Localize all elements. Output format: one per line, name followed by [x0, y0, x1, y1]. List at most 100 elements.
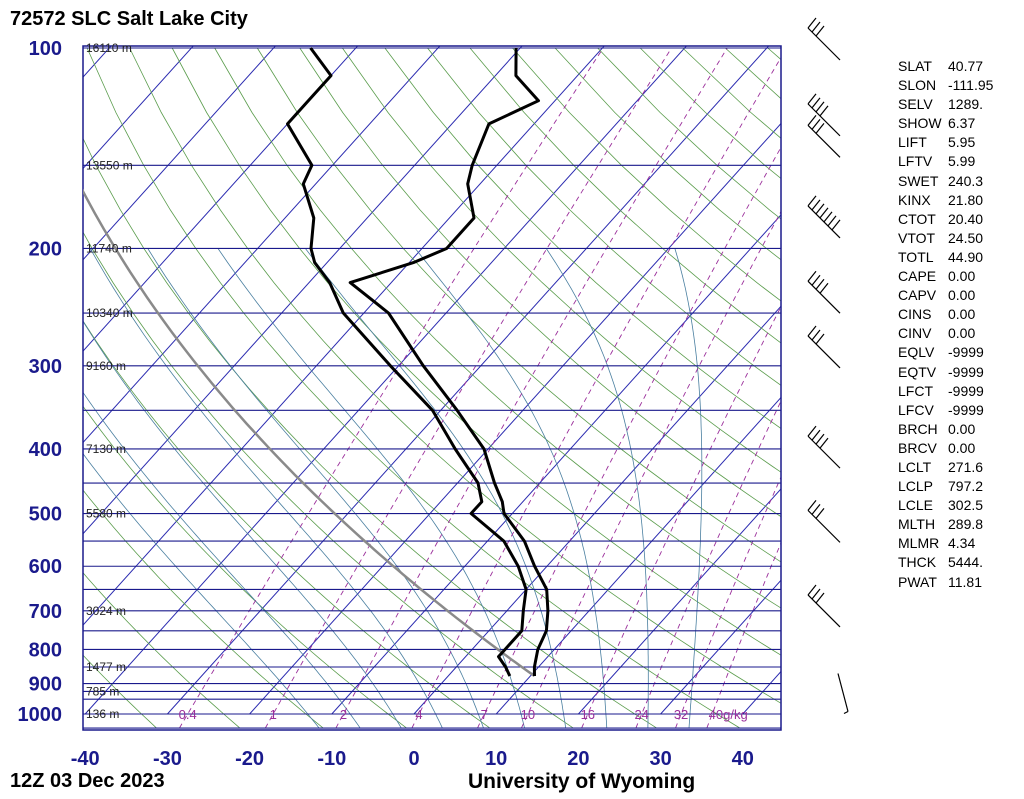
mixing-ratio-line [264, 47, 672, 729]
isotherm-line [83, 46, 277, 261]
dry-adiabat-line [83, 654, 157, 729]
barb-feather [815, 25, 825, 37]
index-key: CINV [898, 325, 932, 342]
barb-feather [807, 499, 817, 511]
barb-feather [819, 282, 829, 294]
dry-adiabat-line [83, 572, 241, 729]
pressure-tick-label: 200 [29, 238, 62, 260]
barb-feather [811, 199, 821, 211]
dry-adiabat-line [83, 489, 324, 729]
moist-adiabat-line [414, 248, 608, 729]
barb-feather [815, 333, 825, 345]
barb-staff [837, 673, 849, 712]
dry-adiabat-line [0, 48, 73, 728]
mixing-ratio-line [179, 47, 604, 729]
temperature-tick-label: 0 [408, 748, 419, 770]
wind-barb [807, 195, 841, 239]
mixing-ratio-line [635, 400, 781, 729]
barb-feather [815, 278, 825, 290]
barb-staff [807, 594, 841, 628]
dry-adiabat-line [86, 47, 741, 729]
pressure-tick-label: 400 [29, 439, 62, 461]
moist-adiabat-line [305, 248, 567, 729]
index-key: BRCV [898, 439, 937, 456]
temperature-tick-label: 10 [485, 748, 507, 770]
barb-feather [811, 329, 821, 341]
dry-adiabat-line [83, 137, 657, 729]
index-key: CINS [898, 306, 932, 323]
index-value: 0.00 [948, 325, 976, 342]
mixing-ratio-label: 24 [634, 707, 648, 722]
barb-feather [811, 97, 821, 109]
moist-adiabat-line [674, 248, 703, 729]
mixing-ratio-label: 2 [340, 707, 347, 722]
index-row: SLON -111.95 [898, 76, 993, 95]
index-value: 0.00 [948, 306, 976, 323]
barb-feather [819, 105, 829, 117]
dry-adiabat-line [214, 47, 781, 609]
height-label: 136 m [86, 707, 119, 721]
index-value: 289.8 [948, 516, 984, 533]
index-key: EQTV [898, 363, 937, 380]
isotherm-line [167, 46, 770, 715]
isotherm-line [495, 396, 781, 715]
index-key: LIFT [898, 134, 927, 151]
barb-feather [807, 114, 817, 126]
wind-barb [807, 93, 841, 137]
mixing-ratio-line [581, 305, 781, 729]
index-row: LFCV -9999 [898, 401, 993, 420]
index-value: 6.37 [948, 115, 976, 132]
dry-adiabat-line [83, 405, 407, 729]
index-key: SHOW [898, 115, 942, 132]
barb-feather [807, 270, 817, 282]
index-value: 5.95 [948, 134, 976, 151]
index-key: MLMR [898, 535, 940, 552]
index-row: CAPE 0.00 [898, 267, 993, 286]
barb-feather [815, 122, 825, 134]
temperature-tick-label: -20 [235, 748, 264, 770]
height-label: 16110 m [86, 41, 132, 55]
temperature-tick-label: -30 [153, 748, 182, 770]
temperature-tick-label: -10 [317, 748, 346, 770]
barb-feather [811, 274, 821, 286]
mixing-ratio-label: 4 [415, 707, 422, 722]
barb-feather [811, 429, 821, 441]
index-key: SLON [898, 77, 937, 94]
dry-adiabat-line [83, 320, 491, 729]
index-value: -9999 [948, 363, 984, 380]
index-value: 4.34 [948, 535, 976, 552]
moist-adiabat-line [545, 248, 649, 729]
index-row: LCLE 302.5 [898, 496, 993, 515]
dry-adiabat-line [171, 47, 781, 656]
wind-barb [807, 17, 841, 61]
dry-adiabat-line [427, 47, 781, 386]
index-row: KINX 21.80 [898, 191, 993, 210]
barb-feather [815, 592, 825, 604]
index-key: EQLV [898, 344, 935, 361]
index-value: 24.50 [948, 229, 984, 246]
wind-barb [807, 584, 841, 628]
index-row: CINV 0.00 [898, 324, 993, 343]
index-value: 40.77 [948, 58, 984, 74]
index-key: LFTV [898, 153, 933, 170]
index-row: EQLV -9999 [898, 343, 993, 362]
index-value: 11.81 [948, 573, 982, 590]
index-value: -9999 [948, 344, 984, 361]
mixing-ratio-line [411, 56, 781, 729]
barb-staff [807, 103, 841, 137]
barb-feather [811, 503, 821, 515]
temperature-tick-label: 30 [649, 748, 671, 770]
index-key: PWAT [898, 573, 937, 590]
index-key: TOTL [898, 248, 934, 265]
pressure-tick-label: 1000 [18, 704, 63, 726]
index-value: 1289. [948, 96, 984, 113]
mixing-ratio-line [520, 210, 781, 729]
index-key: LCLE [898, 497, 934, 514]
isotherm-line [83, 46, 523, 535]
index-row: VTOT 24.50 [898, 229, 993, 248]
isotherm-line [83, 46, 359, 352]
wind-barbs [807, 17, 849, 715]
wind-barb [807, 114, 841, 158]
height-label: 10340 m [86, 306, 133, 320]
